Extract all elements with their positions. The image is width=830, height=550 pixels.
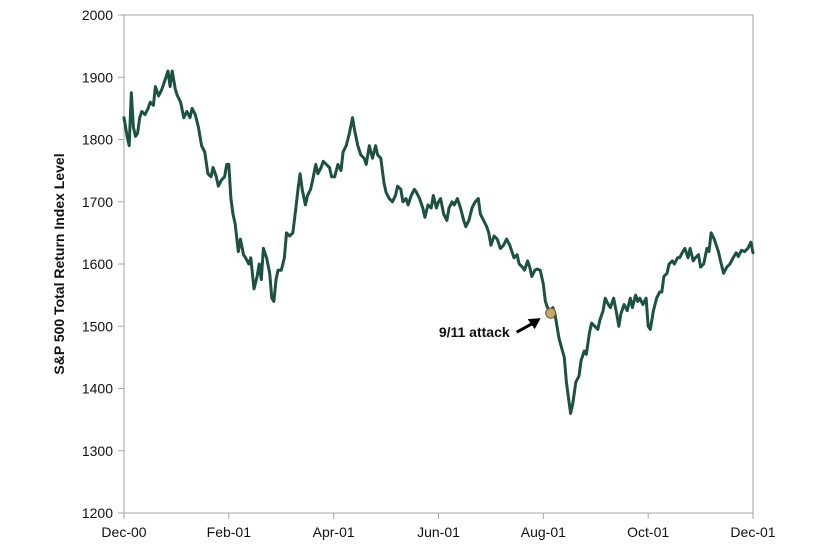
x-tick-label: Feb-01 bbox=[207, 524, 252, 540]
y-tick-label: 1600 bbox=[82, 256, 113, 272]
y-tick-label: 1400 bbox=[82, 381, 113, 397]
x-tick-label: Apr-01 bbox=[313, 524, 355, 540]
y-tick-label: 2000 bbox=[82, 7, 113, 23]
plot-area bbox=[123, 14, 754, 514]
y-tick-label: 1700 bbox=[82, 194, 113, 210]
x-tick-label: Dec-00 bbox=[101, 524, 146, 540]
x-tick-label: Jun-01 bbox=[417, 524, 460, 540]
x-tick-label: Aug-01 bbox=[521, 524, 566, 540]
y-tick-label: 1300 bbox=[82, 443, 113, 459]
x-tick-label: Dec-01 bbox=[730, 524, 775, 540]
y-tick-label: 1800 bbox=[82, 132, 113, 148]
annotations: 9/11 attack bbox=[439, 307, 557, 340]
event-marker bbox=[545, 307, 557, 319]
y-tick-label: 1500 bbox=[82, 318, 113, 334]
x-tick-label: Oct-01 bbox=[627, 524, 669, 540]
annotation-arrowhead bbox=[527, 318, 541, 330]
series-line bbox=[122, 69, 755, 415]
y-axis: 1200 1300 1400 1500 1600 1700 1800 1900 2000 bbox=[82, 7, 124, 521]
x-axis: Dec-00 Feb-01 Apr-01 Jun-01 Aug-01 Oct-01 Dec-… bbox=[101, 513, 776, 540]
y-tick-label: 1900 bbox=[82, 69, 113, 85]
y-axis-title: S&P 500 Total Return Index Level bbox=[51, 153, 67, 374]
y-tick-label: 1200 bbox=[82, 505, 113, 521]
annotation-label: 9/11 attack bbox=[439, 324, 510, 340]
